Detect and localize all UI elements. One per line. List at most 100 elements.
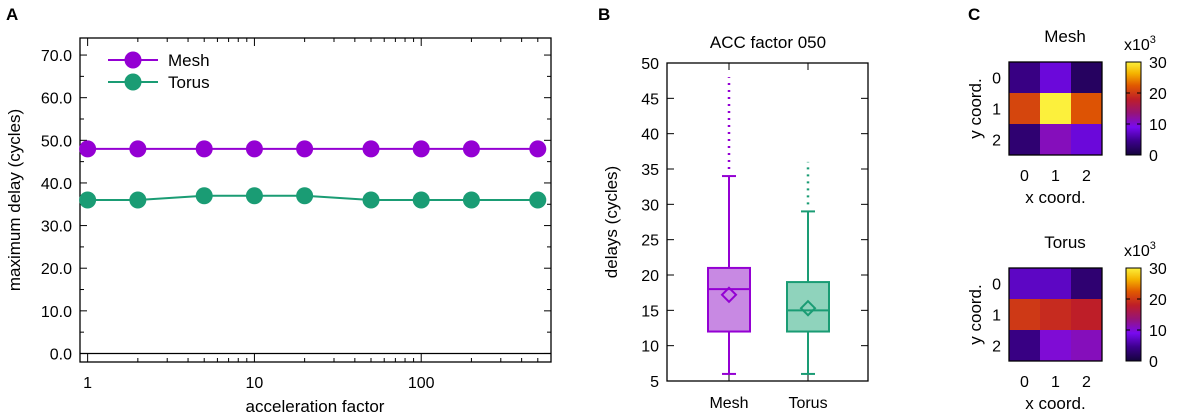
colorbar-multiplier: x103 (1124, 34, 1156, 54)
heatmap-x-tick-label: 2 (1082, 374, 1091, 391)
data-point-torus (362, 191, 380, 209)
heatmap-x-tick-label: 1 (1051, 168, 1060, 185)
category-label-torus: Torus (788, 395, 827, 412)
y-tick-label: 30 (641, 197, 659, 214)
colorbar-exponent: 3 (1150, 34, 1156, 46)
data-point-mesh (529, 140, 547, 158)
panel-a-line-chart: 0.0 10.0 20.0 30.0 40.0 50.0 60.0 70.0 1 10 100 Me… (5, 37, 552, 416)
data-point-mesh (296, 140, 314, 158)
colorbar-tick-label: 0 (1149, 354, 1158, 371)
heatmap-y-tick-label: 1 (992, 102, 1001, 119)
data-point-torus (245, 187, 263, 205)
heatmap-xlabel: x coord. (1025, 394, 1085, 413)
colorbar-tick-label: 30 (1149, 261, 1167, 278)
heatmap-cell (1040, 299, 1072, 331)
colorbar-tick-label: 20 (1149, 292, 1167, 309)
heatmap-cell (1040, 124, 1072, 156)
panel-b-box-plot: ACC factor 050 5 10 15 20 25 30 35 40 45 50 Mesh To… (602, 33, 869, 412)
y-tick-label: 30.0 (41, 219, 72, 236)
mean-marker-torus (799, 299, 817, 317)
heatmap-frame (1008, 267, 1103, 362)
panel-a-xlabel: acceleration factor (246, 397, 385, 416)
heatmap-frame (1008, 61, 1103, 156)
heatmap-cell (1040, 62, 1072, 94)
heatmap-cell (1009, 124, 1041, 156)
heatmap-torus-title: Torus (1044, 233, 1086, 252)
colorbar (1125, 61, 1142, 156)
x-tick-label: 10 (246, 375, 264, 392)
legend-mesh-label: Mesh (168, 51, 210, 70)
heatmap-x-tick-label: 1 (1051, 374, 1060, 391)
heatmap-y-tick-label: 0 (992, 71, 1001, 88)
heatmap-x-tick-label: 2 (1082, 168, 1091, 185)
panel-letter-a: A (6, 5, 18, 24)
colorbar-multiplier: x103 (1124, 240, 1156, 260)
category-label-mesh: Mesh (709, 395, 748, 412)
colorbar-tick-label: 10 (1149, 323, 1167, 340)
data-point-torus (129, 191, 147, 209)
heatmap-cell (1009, 268, 1041, 300)
panel-b-title: ACC factor 050 (710, 33, 826, 52)
y-tick-label: 40 (641, 127, 659, 144)
data-point-mesh (129, 140, 147, 158)
heatmap-x-tick-label: 0 (1020, 168, 1029, 185)
heatmap-cell (1071, 62, 1103, 94)
legend-mesh-marker (124, 51, 142, 69)
colorbar-tick-label: 20 (1149, 86, 1167, 103)
heatmap-cell (1040, 93, 1072, 125)
legend-torus-label: Torus (168, 73, 210, 92)
heatmap-cell (1009, 299, 1041, 331)
y-tick-label: 5 (650, 374, 659, 391)
panel-b-ylabel: delays (cycles) (602, 166, 621, 278)
y-tick-label: 40.0 (41, 176, 72, 193)
heatmap-cell (1071, 93, 1103, 125)
y-tick-label: 0.0 (50, 346, 72, 363)
heatmap-cell (1040, 268, 1072, 300)
y-tick-label: 10.0 (41, 304, 72, 321)
heatmap-cell (1009, 330, 1041, 362)
y-tick-label: 10 (641, 339, 659, 356)
box-mesh (707, 266, 751, 333)
mean-marker-mesh (720, 286, 738, 304)
x-tick-label: 100 (408, 375, 435, 392)
data-point-torus (412, 191, 430, 209)
heatmap-cell (1071, 124, 1103, 156)
y-tick-label: 15 (641, 303, 659, 320)
heatmap-ylabel: y coord. (966, 78, 985, 138)
y-tick-label: 20 (641, 268, 659, 285)
heatmap-cell (1071, 330, 1103, 362)
heatmap-cell (1040, 330, 1072, 362)
panel-letter-b: B (598, 5, 610, 24)
y-tick-label: 20.0 (41, 261, 72, 278)
data-point-torus (79, 191, 97, 209)
data-point-torus (529, 191, 547, 209)
box-torus (786, 281, 830, 333)
heatmap-ylabel: y coord. (966, 284, 985, 344)
heatmap-cell (1009, 93, 1041, 125)
data-point-mesh (245, 140, 263, 158)
heatmap-y-tick-label: 2 (992, 339, 1001, 356)
colorbar (1125, 267, 1142, 362)
heatmap-y-tick-label: 1 (992, 308, 1001, 325)
data-point-torus (195, 187, 213, 205)
data-point-mesh (362, 140, 380, 158)
heatmap-y-tick-label: 2 (992, 133, 1001, 150)
y-tick-label: 50.0 (41, 133, 72, 150)
legend-torus-marker (124, 73, 142, 91)
y-tick-label: 50 (641, 56, 659, 73)
data-point-torus (296, 187, 314, 205)
heatmap-mesh-title: Mesh (1044, 27, 1086, 46)
y-tick-label: 70.0 (41, 48, 72, 65)
y-tick-label: 25 (641, 233, 659, 250)
heatmap-y-tick-label: 0 (992, 277, 1001, 294)
data-point-mesh (462, 140, 480, 158)
data-point-mesh (195, 140, 213, 158)
heatmap-cell (1071, 268, 1103, 300)
x-tick-label: 1 (83, 375, 92, 392)
colorbar-tick-label: 0 (1149, 148, 1158, 165)
panel-letter-c: C (968, 5, 980, 24)
